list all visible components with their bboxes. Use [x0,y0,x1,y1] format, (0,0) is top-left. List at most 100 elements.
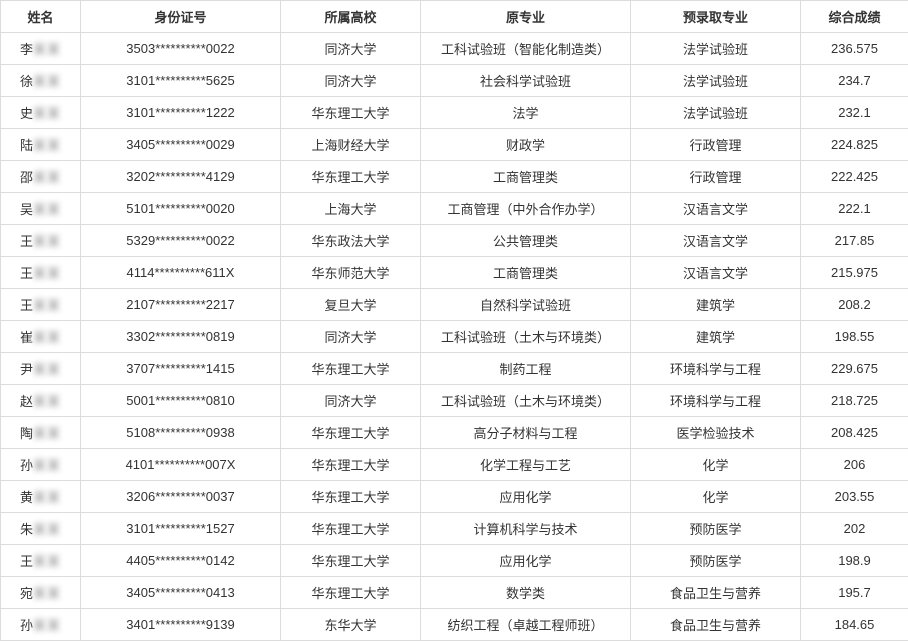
cell-univ: 同济大学 [281,33,421,65]
cell-score: 217.85 [801,225,908,257]
cell-id: 3202**********4129 [81,161,281,193]
col-header-univ: 所属高校 [281,1,421,33]
cell-name: 宛某某 [1,577,81,609]
cell-name: 李某某 [1,33,81,65]
cell-name: 崔某某 [1,321,81,353]
name-visible-char: 邵 [20,170,33,185]
name-redacted: 某某 [33,103,61,122]
cell-name: 尹某某 [1,353,81,385]
cell-score: 208.2 [801,289,908,321]
cell-univ: 同济大学 [281,321,421,353]
cell-new: 食品卫生与营养 [631,577,801,609]
cell-orig: 工商管理类 [421,161,631,193]
name-redacted: 某某 [33,135,61,154]
table-body: 李某某3503**********0022同济大学工科试验班（智能化制造类）法学… [1,33,908,641]
cell-new: 行政管理 [631,129,801,161]
col-header-id: 身份证号 [81,1,281,33]
cell-orig: 工科试验班（土木与环境类） [421,321,631,353]
table-row: 孙某某3401**********9139东华大学纺织工程（卓越工程师班）食品卫… [1,609,908,641]
cell-new: 化学 [631,481,801,513]
name-redacted: 某某 [33,551,61,570]
cell-new: 食品卫生与营养 [631,609,801,641]
name-redacted: 某某 [33,327,61,346]
name-visible-char: 吴 [20,202,33,217]
cell-score: 232.1 [801,97,908,129]
table-row: 孙某某4101**********007X华东理工大学化学工程与工艺化学206 [1,449,908,481]
table-row: 崔某某3302**********0819同济大学工科试验班（土木与环境类）建筑… [1,321,908,353]
cell-score: 236.575 [801,33,908,65]
col-header-new: 预录取专业 [631,1,801,33]
cell-id: 3206**********0037 [81,481,281,513]
cell-orig: 公共管理类 [421,225,631,257]
name-redacted: 某某 [33,359,61,378]
cell-id: 5001**********0810 [81,385,281,417]
name-visible-char: 王 [20,298,33,313]
name-visible-char: 宛 [20,586,33,601]
cell-name: 王某某 [1,225,81,257]
table-row: 陆某某3405**********0029上海财经大学财政学行政管理224.82… [1,129,908,161]
cell-new: 建筑学 [631,321,801,353]
cell-orig: 工商管理（中外合作办学） [421,193,631,225]
cell-score: 222.1 [801,193,908,225]
cell-orig: 工商管理类 [421,257,631,289]
col-header-orig: 原专业 [421,1,631,33]
cell-name: 赵某某 [1,385,81,417]
cell-score: 198.9 [801,545,908,577]
name-visible-char: 王 [20,234,33,249]
cell-id: 3101**********1222 [81,97,281,129]
cell-score: 202 [801,513,908,545]
cell-univ: 华东理工大学 [281,161,421,193]
cell-score: 222.425 [801,161,908,193]
cell-new: 汉语言文学 [631,193,801,225]
name-redacted: 某某 [33,231,61,250]
cell-id: 5108**********0938 [81,417,281,449]
cell-orig: 应用化学 [421,545,631,577]
cell-orig: 计算机科学与技术 [421,513,631,545]
cell-univ: 华东政法大学 [281,225,421,257]
cell-new: 行政管理 [631,161,801,193]
cell-univ: 上海大学 [281,193,421,225]
cell-name: 王某某 [1,545,81,577]
cell-name: 王某某 [1,257,81,289]
name-visible-char: 陆 [20,138,33,153]
cell-score: 184.65 [801,609,908,641]
name-visible-char: 赵 [20,394,33,409]
col-header-name: 姓名 [1,1,81,33]
name-visible-char: 李 [20,42,33,57]
cell-id: 3302**********0819 [81,321,281,353]
name-redacted: 某某 [33,519,61,538]
cell-univ: 上海财经大学 [281,129,421,161]
table-row: 朱某某3101**********1527华东理工大学计算机科学与技术预防医学2… [1,513,908,545]
cell-orig: 应用化学 [421,481,631,513]
cell-univ: 华东理工大学 [281,577,421,609]
cell-score: 198.55 [801,321,908,353]
table-row: 吴某某5101**********0020上海大学工商管理（中外合作办学）汉语言… [1,193,908,225]
cell-score: 234.7 [801,65,908,97]
cell-univ: 同济大学 [281,385,421,417]
cell-orig: 财政学 [421,129,631,161]
cell-score: 224.825 [801,129,908,161]
cell-univ: 华东理工大学 [281,481,421,513]
cell-id: 5101**********0020 [81,193,281,225]
name-redacted: 某某 [33,391,61,410]
cell-new: 法学试验班 [631,33,801,65]
cell-id: 5329**********0022 [81,225,281,257]
cell-id: 4114**********611X [81,257,281,289]
name-redacted: 某某 [33,295,61,314]
name-visible-char: 王 [20,266,33,281]
cell-univ: 华东师范大学 [281,257,421,289]
cell-name: 朱某某 [1,513,81,545]
cell-name: 黄某某 [1,481,81,513]
table-row: 宛某某3405**********0413华东理工大学数学类食品卫生与营养195… [1,577,908,609]
name-redacted: 某某 [33,583,61,602]
cell-name: 吴某某 [1,193,81,225]
table-header: 姓名 身份证号 所属高校 原专业 预录取专业 综合成绩 [1,1,908,33]
table-row: 徐某某3101**********5625同济大学社会科学试验班法学试验班234… [1,65,908,97]
name-redacted: 某某 [33,423,61,442]
cell-id: 2107**********2217 [81,289,281,321]
cell-new: 法学试验班 [631,97,801,129]
cell-id: 3101**********5625 [81,65,281,97]
name-visible-char: 陶 [20,426,33,441]
name-redacted: 某某 [33,615,61,634]
cell-new: 法学试验班 [631,65,801,97]
